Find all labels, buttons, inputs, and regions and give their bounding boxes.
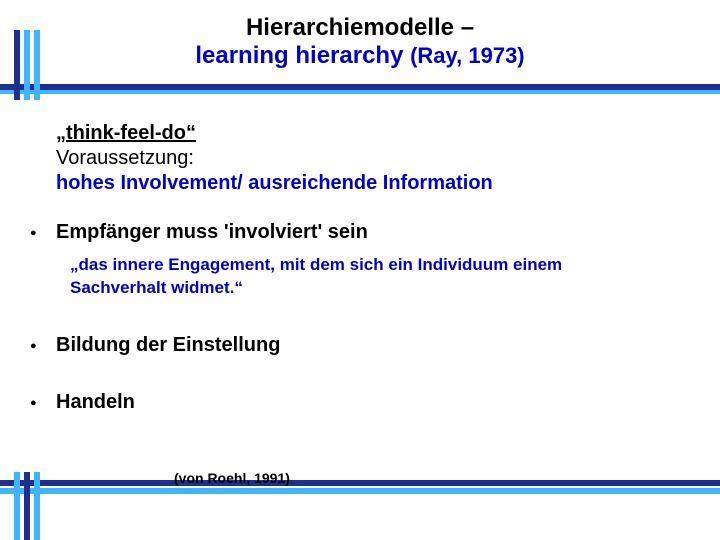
bullet-text-3: Handeln: [56, 391, 135, 414]
title-line-2: learning hierarchy (Ray, 1973): [0, 42, 720, 70]
title-line-2b: (Ray, 1973): [410, 43, 525, 68]
title-line-2a: learning hierarchy: [195, 42, 410, 69]
content-block: „think-feel-do“ Voraussetzung: hohes Inv…: [56, 122, 692, 414]
list-item: Bildung der Einstellung: [30, 334, 692, 357]
footnote: (von Roehl, 1991): [174, 470, 290, 486]
list-item: Handeln: [30, 391, 692, 414]
slide: Hierarchiemodelle – learning hierarchy (…: [0, 0, 720, 540]
bullet-quote-1: „das innere Engagement, mit dem sich ein…: [70, 254, 630, 300]
involvement-text: hohes Involvement/ ausreichende Informat…: [56, 172, 692, 195]
bullet-text-2: Bildung der Einstellung: [56, 334, 280, 357]
title-line-1: Hierarchiemodelle –: [0, 14, 720, 42]
bullet-list: Empfänger muss 'involviert' sein „das in…: [56, 221, 692, 414]
list-item: Empfänger muss 'involviert' sein „das in…: [30, 221, 692, 300]
voraussetzung-label: Voraussetzung:: [56, 147, 692, 170]
think-feel-do-heading: „think-feel-do“: [56, 122, 692, 145]
bullet-text-1: Empfänger muss 'involviert' sein: [56, 221, 368, 244]
slide-title: Hierarchiemodelle – learning hierarchy (…: [0, 0, 720, 70]
